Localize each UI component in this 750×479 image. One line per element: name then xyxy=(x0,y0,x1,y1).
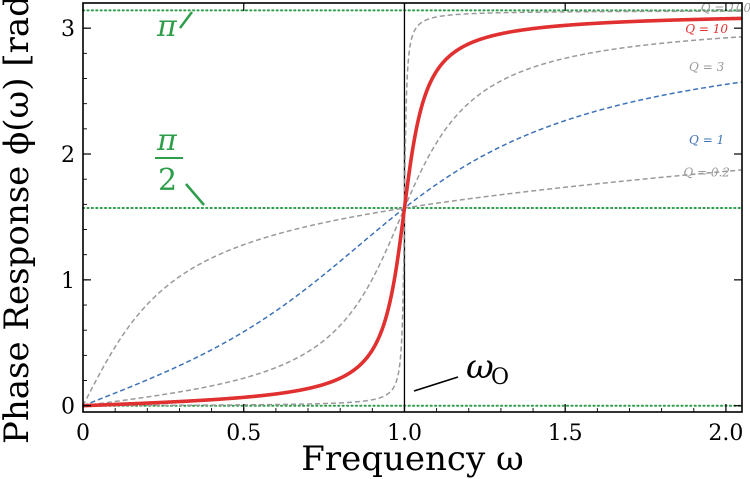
y-tick-label: 3 xyxy=(61,17,75,42)
series-label-q-10: Q = 10 xyxy=(685,22,728,36)
x-axis-label: Frequency ω xyxy=(301,439,523,479)
series-label-q-3: Q = 3 xyxy=(689,60,725,74)
y-tick-label: 1 xyxy=(61,269,75,294)
plot-frame xyxy=(82,2,743,413)
series-line-q-10 xyxy=(82,16,743,408)
x-tick-label: 2.0 xyxy=(708,421,743,446)
x-tick-label: 1.0 xyxy=(387,421,422,446)
y-axis-label: Phase Response ϕ(ω) [rad.] xyxy=(0,0,37,444)
pi-half-denominator: 2 xyxy=(158,163,177,198)
pi-half-leader-line xyxy=(185,183,205,206)
y-tick-label: 0 xyxy=(61,395,75,420)
x-tick-label: 0 xyxy=(76,421,90,446)
y-tick-label: 2 xyxy=(61,143,75,168)
omega-resonance-subscript: O xyxy=(491,365,509,390)
x-tick-label: 0.5 xyxy=(226,421,261,446)
series-label-q-1: Q = 1 xyxy=(689,133,724,147)
series-line-q-1 xyxy=(82,81,743,407)
pi-leader-line xyxy=(179,11,193,29)
series-line-q-3 xyxy=(82,36,743,407)
series-label-q-0-2: Q = 0.2 xyxy=(683,166,730,180)
omega-leader-line xyxy=(413,376,459,392)
annotation-layer: π π 2 ω O xyxy=(155,9,509,392)
pi-half-numerator: π xyxy=(156,123,178,158)
series-line-q-0-2 xyxy=(82,169,743,407)
x-tick-label: 1.5 xyxy=(548,421,583,446)
pi-annotation: π xyxy=(156,9,178,44)
series-line-q-100 xyxy=(82,10,742,407)
omega-resonance-annotation: ω xyxy=(466,347,494,387)
